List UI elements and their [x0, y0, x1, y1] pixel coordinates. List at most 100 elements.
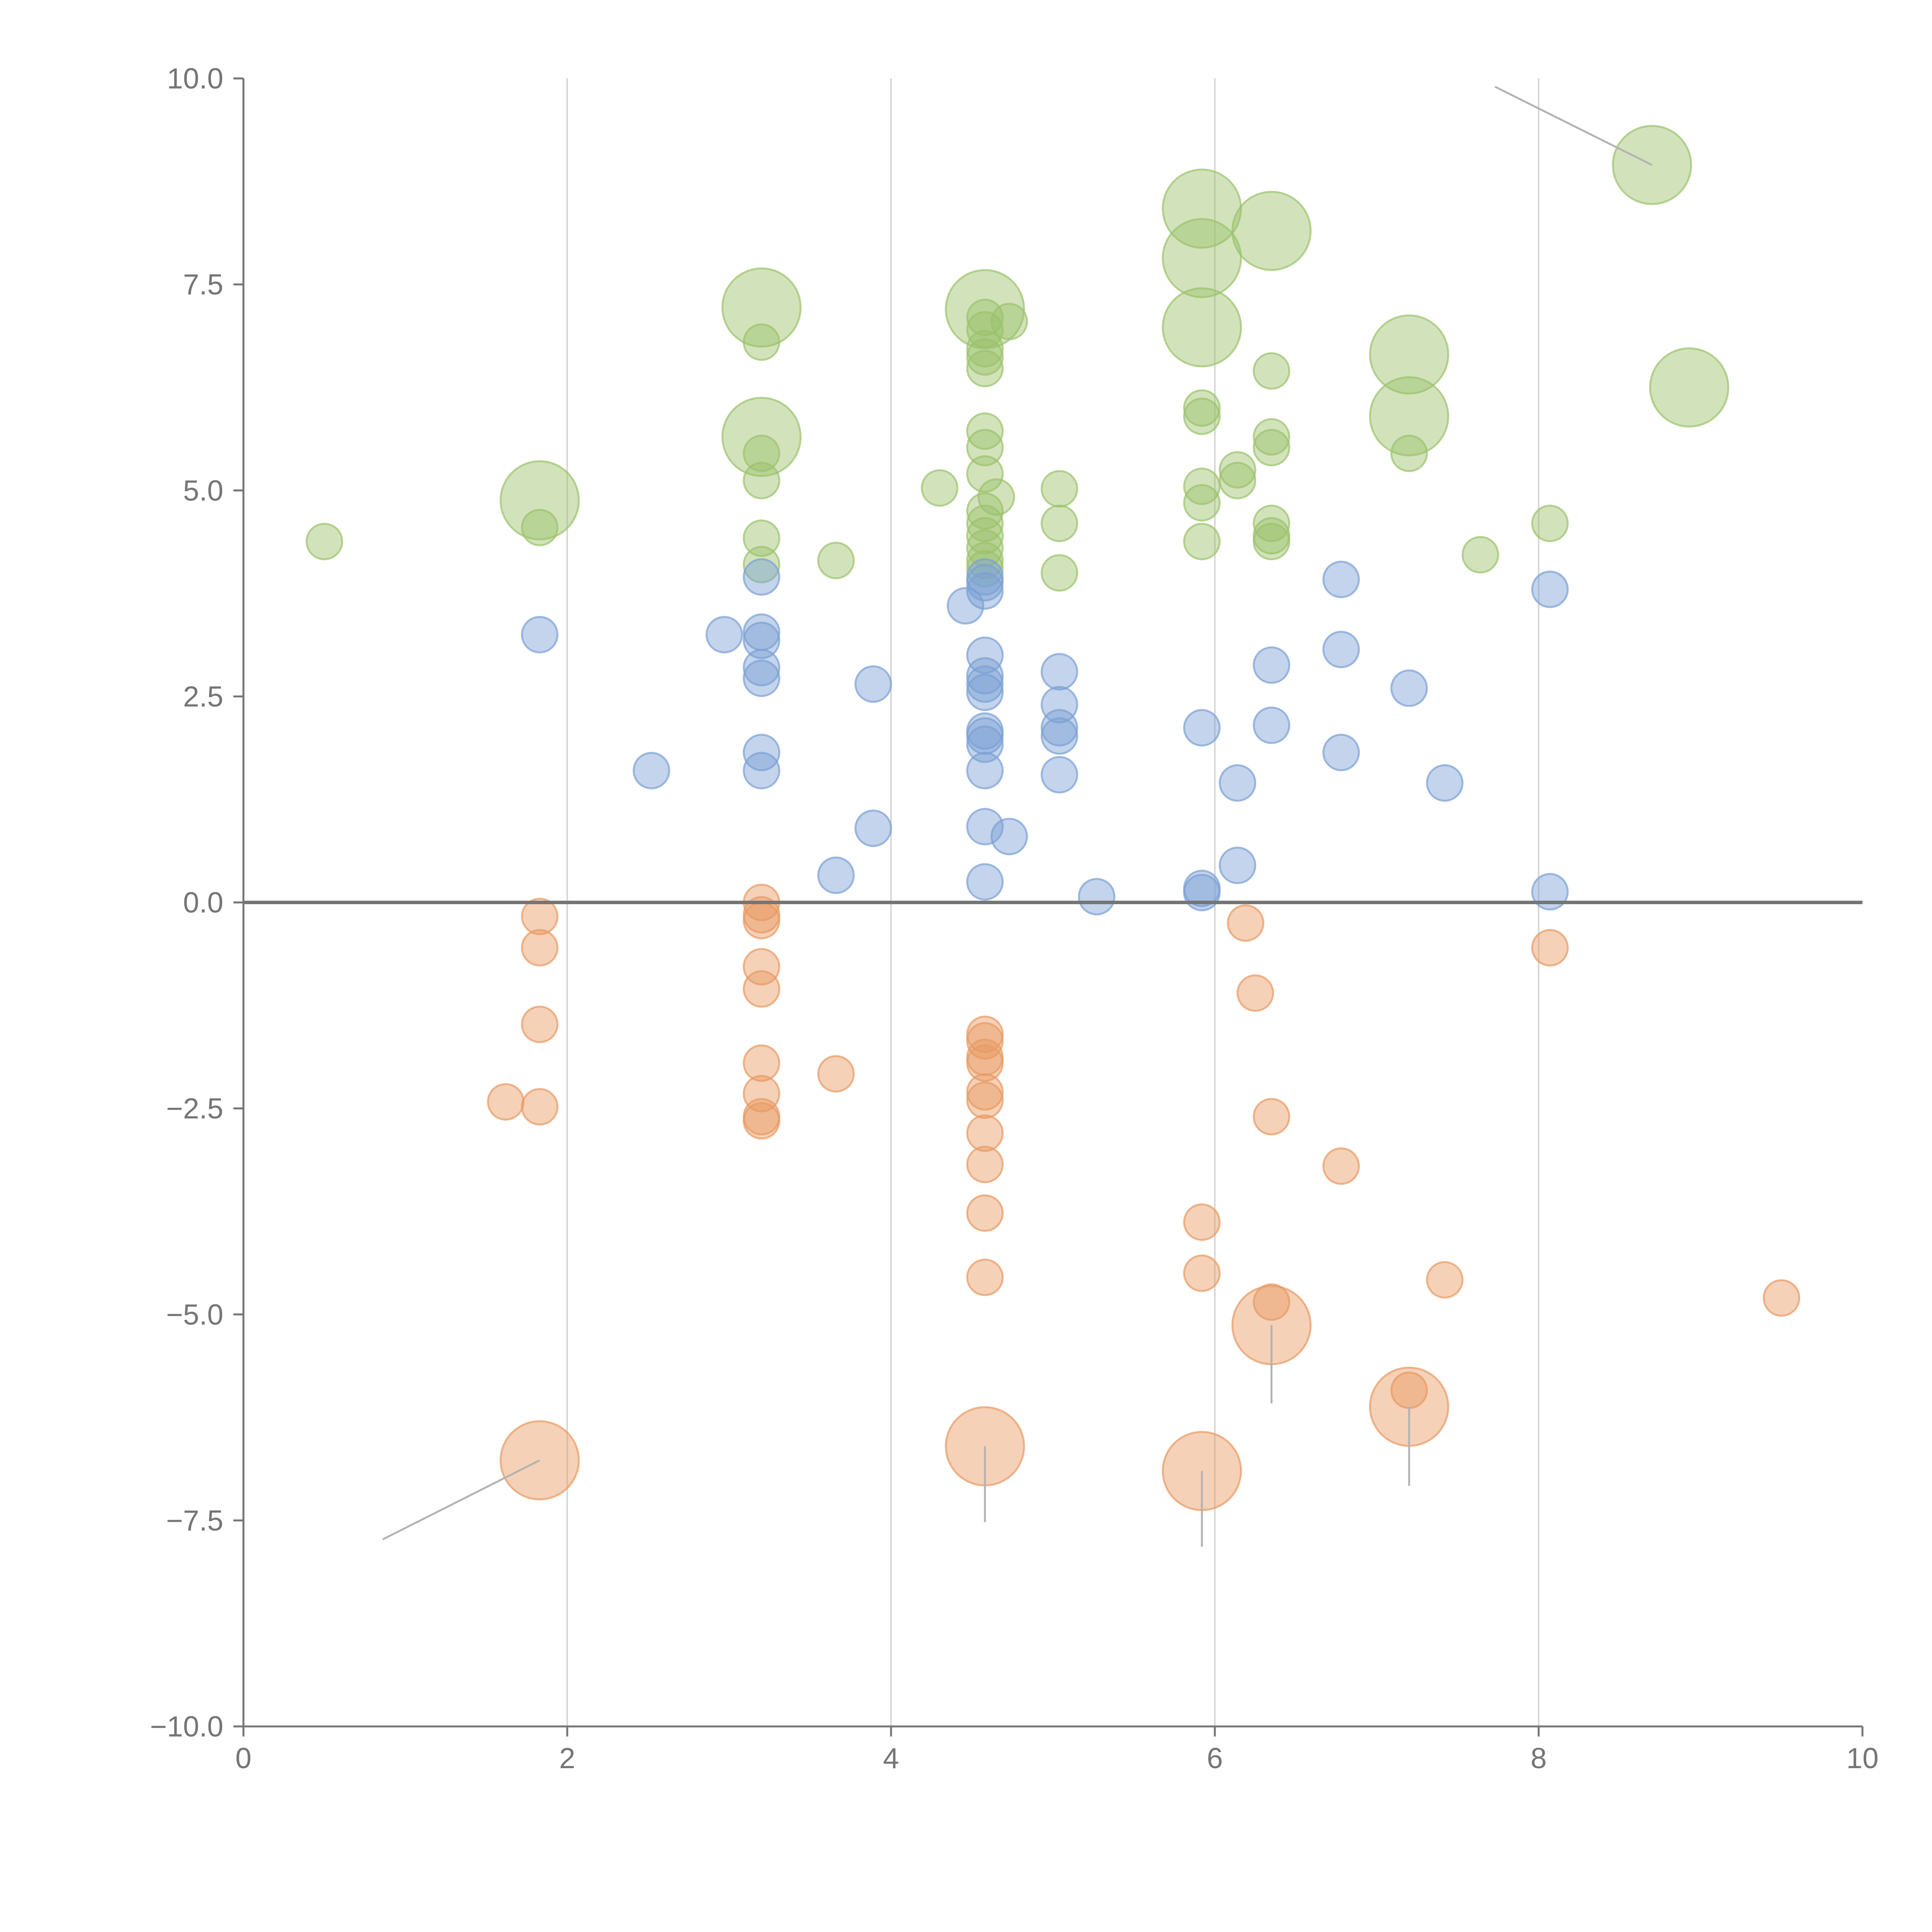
data-point-green — [1041, 505, 1078, 543]
data-point-blue — [966, 636, 1004, 674]
data-point-blue — [1041, 717, 1078, 755]
data-point-green — [1461, 536, 1499, 574]
data-point-green — [1649, 347, 1730, 428]
data-point-green — [1162, 168, 1242, 249]
data-point-orange — [521, 1005, 559, 1043]
data-point-orange — [966, 1114, 1004, 1152]
x-tick-label: 0 — [235, 1742, 252, 1774]
data-point-blue — [743, 752, 781, 789]
data-point-blue — [1253, 706, 1291, 744]
data-point-blue — [966, 808, 1004, 845]
data-point-green — [966, 330, 1004, 367]
data-point-orange — [966, 1073, 1004, 1111]
annotation-leader-line — [382, 1459, 540, 1541]
data-point-green — [966, 412, 1004, 450]
data-point-orange — [743, 970, 781, 1008]
data-point-green — [1183, 468, 1221, 505]
data-point-blue — [1253, 646, 1291, 684]
y-tick-label: 2.5 — [183, 680, 223, 713]
data-point-orange — [743, 1102, 781, 1140]
x-tick-label: 8 — [1531, 1742, 1547, 1774]
data-point-blue — [966, 752, 1004, 789]
data-point-orange — [521, 898, 559, 935]
y-tick-label: 10.0 — [167, 62, 223, 95]
data-point-orange — [743, 1044, 781, 1082]
data-point-blue — [1322, 631, 1360, 668]
data-point-green — [743, 434, 781, 472]
data-point-blue — [705, 616, 743, 653]
data-point-green — [743, 546, 781, 583]
data-point-orange — [1531, 929, 1569, 967]
data-point-green — [1531, 505, 1569, 543]
data-point-blue — [743, 649, 781, 687]
data-point-green — [966, 550, 1004, 588]
data-point-green — [743, 323, 781, 361]
data-point-green — [1041, 470, 1078, 508]
data-point-green — [1041, 554, 1078, 592]
annotation-leader-line — [1494, 86, 1653, 166]
data-point-blue — [1183, 874, 1221, 912]
y-tick-label: 5.0 — [183, 474, 223, 507]
data-point-green — [1162, 218, 1242, 298]
data-point-green — [721, 267, 802, 348]
data-point-orange — [743, 1075, 781, 1112]
y-axis-ticks: 10.0 7.5 5.0 2.5 0.0 −2.5 −5.0 −7.5 −10.0 — [150, 62, 243, 1743]
data-point-green — [721, 396, 802, 477]
data-point-blue — [1531, 873, 1569, 911]
data-point-green — [966, 298, 1004, 336]
data-point-green — [1390, 434, 1428, 472]
data-point-orange — [966, 1044, 1004, 1082]
x-tick-label: 10 — [1846, 1742, 1878, 1774]
data-point-blue — [1041, 709, 1078, 747]
data-point-blue — [817, 856, 855, 894]
y-tick-label: −2.5 — [166, 1092, 223, 1125]
data-point-green — [306, 522, 343, 560]
data-points — [306, 125, 1800, 1511]
data-point-orange — [1322, 1147, 1360, 1185]
data-point-green — [1253, 352, 1291, 390]
data-point-green — [966, 542, 1004, 580]
data-point-green — [966, 311, 1004, 349]
data-point-green — [1183, 397, 1221, 435]
x-tick-label: 2 — [559, 1742, 575, 1774]
series-orange — [487, 884, 1800, 1511]
data-point-green — [1219, 462, 1257, 500]
data-point-blue — [966, 863, 1004, 901]
data-point-orange — [966, 1194, 1004, 1232]
data-point-blue — [633, 752, 670, 789]
data-point-green — [521, 509, 559, 546]
data-point-blue — [743, 659, 781, 697]
data-point-blue — [1322, 733, 1360, 771]
data-point-orange — [1426, 1261, 1464, 1299]
data-point-blue — [966, 725, 1004, 763]
data-point-green — [743, 519, 781, 557]
data-point-blue — [1219, 764, 1257, 802]
data-point-green — [1183, 522, 1221, 560]
data-point-blue — [966, 673, 1004, 711]
data-point-blue — [1183, 709, 1221, 747]
data-point-blue — [966, 665, 1004, 703]
data-point-blue — [1531, 570, 1569, 608]
data-point-blue — [521, 616, 559, 653]
data-point-green — [990, 303, 1028, 340]
data-point-orange — [743, 901, 781, 939]
data-point-green — [1369, 314, 1449, 395]
data-point-blue — [743, 558, 781, 596]
data-point-green — [966, 455, 1004, 493]
data-point-blue — [990, 818, 1028, 855]
data-point-green — [817, 542, 855, 580]
data-point-orange — [966, 1259, 1004, 1296]
data-point-green — [966, 429, 1004, 466]
y-tick-label: −7.5 — [166, 1504, 223, 1537]
data-point-orange — [521, 1088, 559, 1126]
data-point-blue — [966, 564, 1004, 602]
data-point-orange — [1227, 904, 1265, 942]
data-point-green — [921, 469, 959, 507]
data-point-blue — [854, 665, 892, 703]
y-tick-label: −10.0 — [150, 1710, 223, 1743]
data-point-orange — [817, 1055, 855, 1093]
data-point-orange — [966, 1081, 1004, 1119]
data-point-green — [1369, 376, 1449, 457]
data-point-orange — [487, 1083, 525, 1121]
data-point-green — [500, 460, 580, 541]
